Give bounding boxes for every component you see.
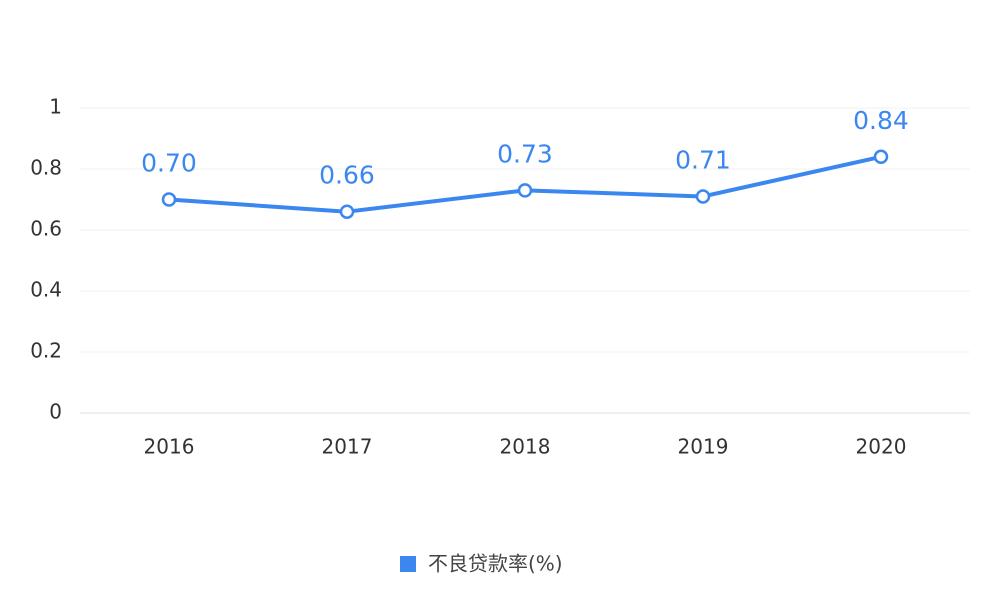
value-label: 0.71	[675, 145, 731, 174]
x-tick-label: 2018	[500, 435, 551, 459]
point	[339, 204, 355, 219]
value-label: 0.66	[319, 161, 375, 190]
x-tick-label: 2020	[856, 435, 907, 459]
value-label: 0.73	[497, 139, 553, 168]
y-tick-label: 0.8	[30, 156, 62, 180]
x-tick-label: 2019	[678, 435, 729, 459]
point	[873, 149, 889, 165]
y-tick-label: 1	[49, 95, 62, 119]
point	[161, 192, 177, 207]
value-label: 0.70	[141, 149, 197, 178]
y-tick-label: 0.6	[30, 217, 62, 241]
y-tick-label: 0	[49, 400, 62, 424]
point	[517, 183, 533, 198]
value-label: 0.84	[853, 106, 909, 135]
x-tick-label: 2017	[322, 435, 373, 459]
y-tick-label: 0.4	[30, 278, 62, 302]
legend-swatch	[400, 556, 416, 572]
point	[695, 189, 711, 204]
x-tick-label: 2016	[144, 435, 195, 459]
legend-label: 不良贷款率(%)	[428, 552, 563, 576]
y-tick-label: 0.2	[30, 339, 62, 363]
